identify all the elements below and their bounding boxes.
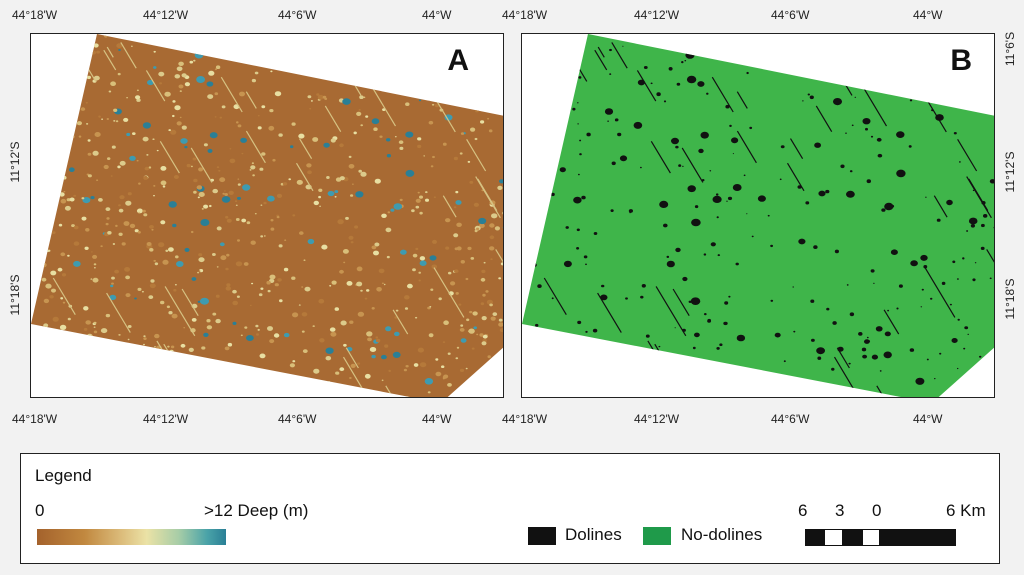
panel-letter-b: B (950, 44, 972, 77)
map-panel-a: A (30, 33, 504, 398)
panel-letter-a: A (447, 44, 469, 77)
scale-bar-segment (862, 529, 880, 546)
dolines-label: Dolines (565, 525, 622, 544)
depth-ramp-min-label: 0 (35, 501, 45, 520)
lon-label-a-top: 44°W (422, 8, 452, 22)
lat-label-b-right: 11°12'S (1003, 151, 1017, 193)
lat-label-b-right: 11°18'S (1003, 278, 1017, 320)
scale-tick-label: 0 (872, 501, 882, 520)
lon-label-a-top: 44°6'W (278, 8, 317, 22)
dolines-swatch (528, 527, 556, 545)
lon-label-b-bottom: 44°W (913, 412, 943, 426)
lon-label-b-top: 44°6'W (771, 8, 810, 22)
scale-tick-label: 3 (835, 501, 845, 520)
doline-classification-map (522, 34, 994, 397)
scale-tick-label: 6 Km (946, 501, 986, 520)
depth-raster-map (31, 34, 503, 397)
legend-box: Legend 0 >12 Deep (m) Dolines No-dolines… (20, 453, 1000, 564)
lon-label-a-bottom: 44°18'W (12, 412, 58, 426)
lat-label-b-right: 11°6'S (1003, 31, 1017, 67)
lat-label-a-left: 11°18'S (8, 274, 22, 316)
scale-tick-label: 6 (798, 501, 808, 520)
lon-label-a-bottom: 44°12'W (143, 412, 189, 426)
lon-label-b-bottom: 44°12'W (634, 412, 680, 426)
legend-title: Legend (35, 466, 92, 485)
no-dolines-swatch (643, 527, 671, 545)
no-dolines-label: No-dolines (681, 525, 763, 544)
lon-label-a-top: 44°12'W (143, 8, 189, 22)
scale-bar-segment (880, 529, 956, 546)
lon-label-a-bottom: 44°6'W (278, 412, 317, 426)
scale-bar-segment (824, 529, 843, 546)
lon-label-b-top: 44°W (913, 8, 943, 22)
lon-label-b-top: 44°12'W (634, 8, 680, 22)
lon-label-a-bottom: 44°W (422, 412, 452, 426)
map-panel-b: B (521, 33, 995, 398)
lon-label-b-bottom: 44°18'W (502, 412, 548, 426)
lon-label-b-top: 44°18'W (502, 8, 548, 22)
lon-label-b-bottom: 44°6'W (771, 412, 810, 426)
depth-ramp-max-label: >12 Deep (m) (204, 501, 309, 520)
lon-label-a-top: 44°18'W (12, 8, 58, 22)
lat-label-a-left: 11°12'S (8, 141, 22, 183)
scale-bar-segment (805, 529, 824, 546)
depth-color-ramp (37, 529, 226, 545)
scale-bar-segment (843, 529, 862, 546)
